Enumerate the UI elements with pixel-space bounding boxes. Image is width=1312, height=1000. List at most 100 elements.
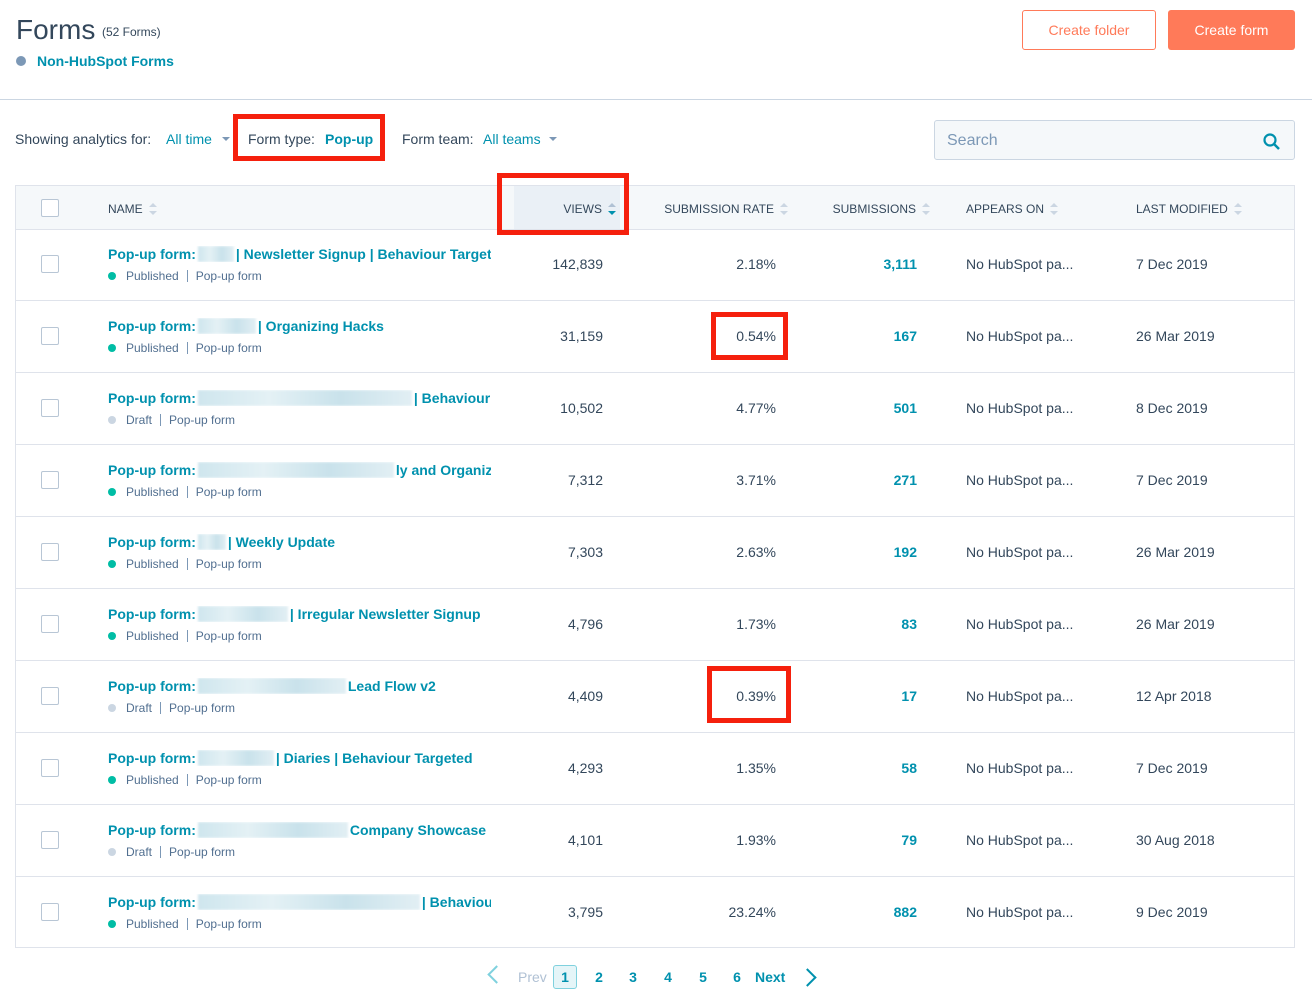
next-button[interactable]: Next: [755, 969, 786, 985]
form-name[interactable]: Pop-up form: Company Showcase: [108, 822, 491, 838]
form-type: Pop-up form: [169, 413, 236, 427]
create-folder-button[interactable]: Create folder: [1022, 10, 1156, 50]
form-name-text: Lead Flow v2: [347, 678, 436, 694]
form-type: Pop-up form: [195, 629, 262, 643]
form-prefix: Pop-up form:: [108, 606, 196, 622]
select-all-checkbox[interactable]: [41, 199, 59, 217]
last-modified: 26 Mar 2019: [1136, 544, 1215, 560]
redacted: [197, 534, 226, 550]
status-text: Published: [126, 917, 179, 931]
submissions[interactable]: 83: [901, 616, 917, 632]
prev-arrow[interactable]: [487, 965, 506, 984]
column-header[interactable]: NAME: [108, 202, 157, 216]
form-name[interactable]: Pop-up form: | Behaviou: [108, 894, 491, 910]
submissions[interactable]: 79: [901, 832, 917, 848]
submission-rate: 1.93%: [736, 832, 776, 848]
row-checkbox[interactable]: [41, 543, 59, 561]
form-prefix: Pop-up form:: [108, 246, 196, 262]
divider: [0, 99, 1312, 100]
form-name-text: | Newsletter Signup | Behaviour Targete: [235, 246, 491, 262]
submissions[interactable]: 192: [893, 544, 917, 560]
row-checkbox[interactable]: [41, 255, 59, 273]
status-text: Draft: [126, 413, 153, 427]
submissions[interactable]: 882: [893, 904, 917, 920]
row-checkbox[interactable]: [41, 903, 59, 921]
submissions[interactable]: 501: [893, 400, 917, 416]
submission-rate: 1.73%: [736, 616, 776, 632]
submissions[interactable]: 58: [901, 760, 917, 776]
submissions[interactable]: 167: [893, 328, 917, 344]
form-prefix: Pop-up form:: [108, 462, 196, 478]
page-button[interactable]: 4: [664, 969, 672, 985]
form-name[interactable]: Pop-up form: | Weekly Update: [108, 534, 491, 550]
column-header[interactable]: SUBMISSIONS: [833, 202, 930, 216]
appears-on: No HubSpot pa...: [966, 616, 1074, 632]
row-checkbox[interactable]: [41, 687, 59, 705]
column-header[interactable]: LAST MODIFIED: [1136, 202, 1242, 216]
form-type-filter[interactable]: Pop-up: [325, 131, 374, 147]
form-name[interactable]: Pop-up form: | Organizing Hacks: [108, 318, 491, 334]
form-type: Pop-up form: [195, 557, 262, 571]
redacted: [197, 822, 348, 838]
column-title: SUBMISSIONS: [832, 202, 916, 216]
form-name[interactable]: Pop-up form: | Irregular Newsletter Signu…: [108, 606, 491, 622]
row-checkbox[interactable]: [41, 399, 59, 417]
last-modified: 7 Dec 2019: [1136, 472, 1208, 488]
submission-rate: 23.24%: [728, 904, 776, 920]
search-box[interactable]: Search: [934, 120, 1295, 160]
row-divider: [16, 372, 1294, 373]
submissions[interactable]: 271: [893, 472, 917, 488]
form-name[interactable]: Pop-up form: ly and Organiz: [108, 462, 491, 478]
non-hubspot-link[interactable]: Non-HubSpot Forms: [37, 53, 174, 69]
column-title: NAME: [108, 202, 143, 216]
redacted: [197, 390, 412, 406]
page-button[interactable]: 3: [629, 969, 637, 985]
status-text: Published: [126, 629, 179, 643]
next-arrow[interactable]: [798, 968, 817, 987]
separator: [186, 270, 188, 282]
row-checkbox[interactable]: [41, 471, 59, 489]
row-divider: [16, 876, 1294, 877]
form-prefix: Pop-up form:: [108, 534, 196, 550]
form-prefix: Pop-up form:: [108, 390, 196, 406]
views: 10,502: [560, 400, 603, 416]
table-header: [16, 186, 1294, 230]
page-button[interactable]: 2: [595, 969, 603, 985]
form-name-text: | Irregular Newsletter Signup: [289, 606, 481, 622]
row-checkbox[interactable]: [41, 615, 59, 633]
submissions[interactable]: 17: [901, 688, 917, 704]
column-header[interactable]: APPEARS ON: [966, 202, 1059, 216]
row-checkbox[interactable]: [41, 759, 59, 777]
status-text: Published: [126, 269, 179, 283]
form-status: Draft Pop-up form: [108, 701, 235, 715]
row-checkbox[interactable]: [41, 831, 59, 849]
form-name[interactable]: Pop-up form: Lead Flow v2: [108, 678, 491, 694]
filter-label: Showing analytics for:: [15, 131, 152, 147]
page-button[interactable]: 6: [733, 969, 741, 985]
column-header[interactable]: VIEWS: [563, 202, 616, 216]
submission-rate: 1.35%: [736, 760, 776, 776]
form-prefix: Pop-up form:: [108, 822, 196, 838]
sort-icon: [922, 203, 930, 215]
team-filter[interactable]: All teams: [483, 131, 541, 147]
form-name[interactable]: Pop-up form: | Newsletter Signup | Behavi…: [108, 246, 491, 262]
page-button[interactable]: 5: [699, 969, 707, 985]
form-name[interactable]: Pop-up form: | Behaviour: [108, 390, 491, 406]
status-dot: [108, 776, 116, 784]
page-button[interactable]: 1: [553, 965, 577, 989]
form-status: Published Pop-up form: [108, 629, 262, 643]
appears-on: No HubSpot pa...: [966, 832, 1074, 848]
create-form-button[interactable]: Create form: [1168, 10, 1295, 50]
submissions[interactable]: 3,111: [883, 256, 918, 272]
prev-button[interactable]: Prev: [518, 969, 547, 985]
row-checkbox[interactable]: [41, 327, 59, 345]
time-filter[interactable]: All time: [166, 131, 212, 147]
status-dot: [108, 560, 116, 568]
status-dot: [108, 848, 116, 856]
form-name[interactable]: Pop-up form: | Diaries | Behaviour Target…: [108, 750, 491, 766]
form-status: Draft Pop-up form: [108, 413, 235, 427]
form-name-text: ly and Organiz: [395, 462, 491, 478]
form-status: Published Pop-up form: [108, 917, 262, 931]
column-header[interactable]: SUBMISSION RATE: [664, 202, 788, 216]
highlight-box: [497, 173, 629, 235]
